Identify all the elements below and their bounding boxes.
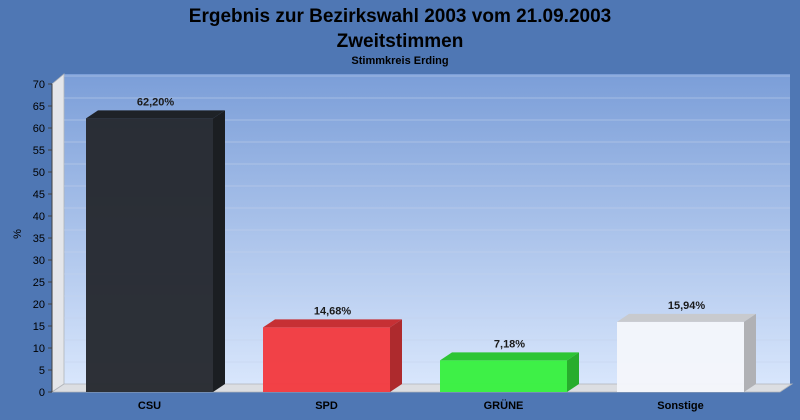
y-tick-label: 55 [33, 145, 45, 157]
y-tick-label: 25 [33, 277, 45, 289]
y-tick-label: 20 [33, 299, 45, 311]
plot-back-wall [64, 74, 790, 384]
bar-side [567, 352, 579, 392]
x-category-label: Sonstige [657, 400, 703, 412]
bar-top [617, 313, 756, 322]
plot-side-wall [51, 73, 65, 393]
y-tick-label: 45 [33, 189, 45, 201]
bars [86, 110, 756, 392]
data-labels: 62,20% 14,68% 7,18% 15,94% [137, 96, 706, 350]
bar-front [263, 327, 390, 392]
y-tick-label: 30 [33, 255, 45, 267]
chart-subtitle: Stimmkreis Erding [351, 55, 448, 67]
bar-side [744, 313, 756, 392]
bar-front [440, 360, 567, 392]
bar-side [390, 319, 402, 392]
bar-front [86, 118, 213, 392]
y-tick-label: 0 [39, 387, 45, 399]
y-tick-label: 70 [33, 79, 45, 91]
chart-title: Ergebnis zur Bezirkswahl 2003 vom 21.09.… [189, 6, 611, 27]
bar-top [263, 319, 402, 328]
y-tick-label: 10 [33, 343, 45, 355]
x-category-label: CSU [138, 400, 161, 412]
data-label: 15,94% [668, 300, 706, 312]
y-tick-label: 35 [33, 233, 45, 245]
data-label: 14,68% [314, 305, 352, 317]
bar-csu [86, 110, 225, 392]
bar-top [440, 352, 579, 361]
y-tick-label: 65 [33, 101, 45, 113]
bar-side [213, 110, 225, 392]
y-axis-label: % [12, 229, 24, 239]
bar-gr-ne [440, 352, 579, 392]
x-category-label: SPD [315, 400, 338, 412]
y-tick-label: 15 [33, 321, 45, 333]
bar-front [617, 321, 744, 392]
bar-top [86, 110, 225, 119]
y-tick-label: 60 [33, 123, 45, 135]
x-axis-labels: CSU SPD GRÜNE Sonstige [138, 399, 704, 412]
y-tick-label: 50 [33, 167, 45, 179]
y-axis: 0 5 10 15 20 25 30 35 40 45 50 55 60 65 70 [33, 79, 53, 399]
data-label: 62,20% [137, 96, 175, 108]
bar-sonstige [617, 313, 756, 392]
y-tick-label: 5 [39, 365, 45, 377]
x-category-label: GRÜNE [484, 399, 524, 412]
chart-title-line2: Zweitstimmen [337, 31, 464, 52]
y-tick-label: 40 [33, 211, 45, 223]
data-label: 7,18% [494, 338, 525, 350]
bar-spd [263, 319, 402, 392]
